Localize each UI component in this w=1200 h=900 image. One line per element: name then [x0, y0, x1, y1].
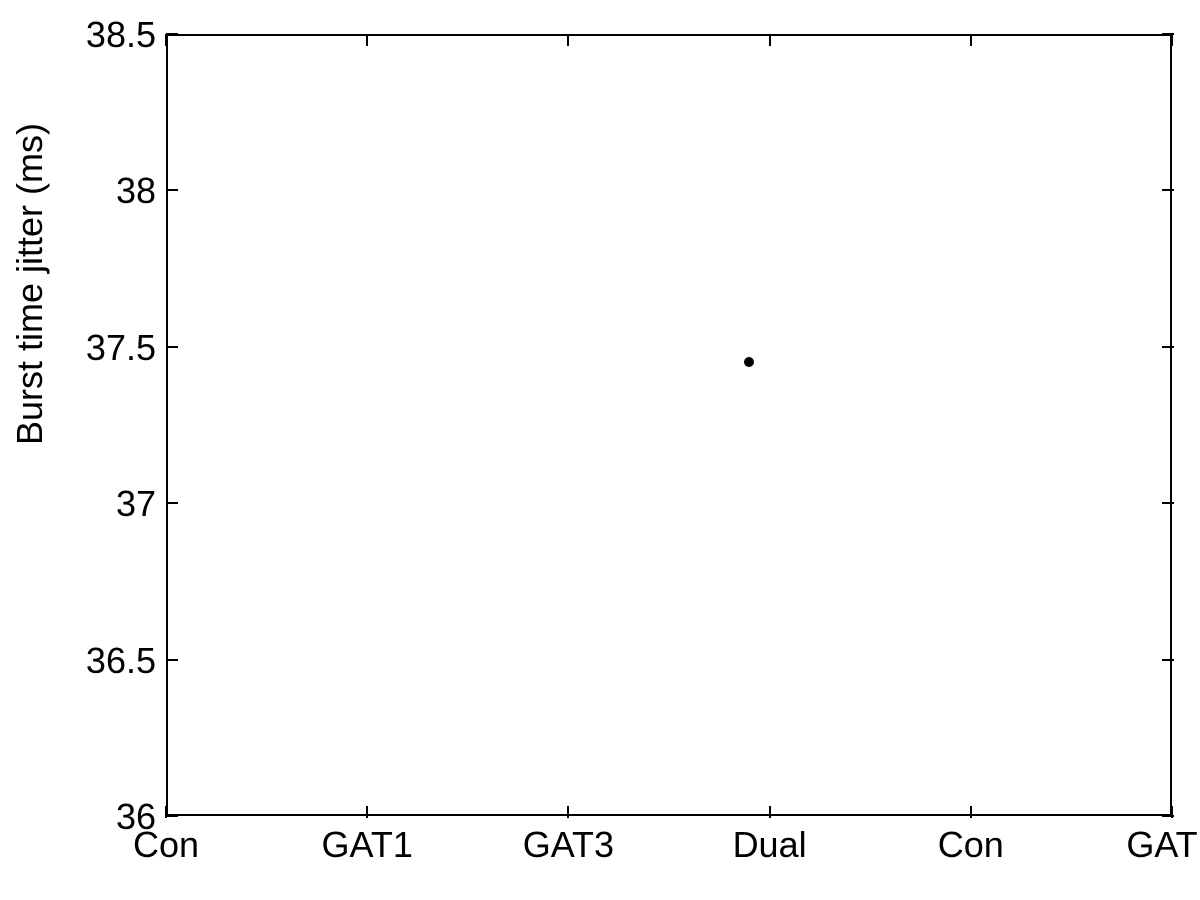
x-tick-mark: [970, 34, 972, 46]
x-tick-label: Dual: [690, 824, 850, 866]
x-tick-mark: [1171, 806, 1173, 818]
y-tick-mark: [1162, 502, 1174, 504]
y-tick-mark: [166, 659, 178, 661]
x-tick-label: Con: [891, 824, 1051, 866]
x-tick-mark: [1171, 34, 1173, 46]
y-tick-mark: [166, 33, 178, 35]
x-tick-mark: [769, 806, 771, 818]
data-point: [744, 357, 754, 367]
x-tick-mark: [970, 806, 972, 818]
x-tick-label: GAT1: [1092, 824, 1200, 866]
x-tick-mark: [366, 806, 368, 818]
y-tick-mark: [166, 189, 178, 191]
x-tick-label: Con: [86, 824, 246, 866]
y-tick-label: 38: [116, 170, 156, 212]
x-tick-mark: [567, 806, 569, 818]
y-tick-mark: [1162, 659, 1174, 661]
x-tick-mark: [366, 34, 368, 46]
x-tick-mark: [769, 34, 771, 46]
chart-container: Burst time jitter (ms) 3636.53737.53838.…: [0, 0, 1200, 900]
y-tick-label: 37.5: [86, 327, 156, 369]
y-tick-mark: [166, 346, 178, 348]
x-tick-mark: [567, 34, 569, 46]
y-tick-label: 37: [116, 483, 156, 525]
x-tick-label: GAT1: [287, 824, 447, 866]
x-tick-mark: [165, 34, 167, 46]
y-tick-label: 38.5: [86, 14, 156, 56]
x-tick-mark: [165, 806, 167, 818]
y-tick-mark: [1162, 346, 1174, 348]
y-tick-mark: [166, 502, 178, 504]
y-tick-mark: [1162, 189, 1174, 191]
y-tick-mark: [166, 815, 178, 817]
y-axis-label: Burst time jitter (ms): [9, 405, 51, 445]
plot-area: [166, 34, 1172, 816]
x-tick-label: GAT3: [488, 824, 648, 866]
y-tick-label: 36.5: [86, 640, 156, 682]
